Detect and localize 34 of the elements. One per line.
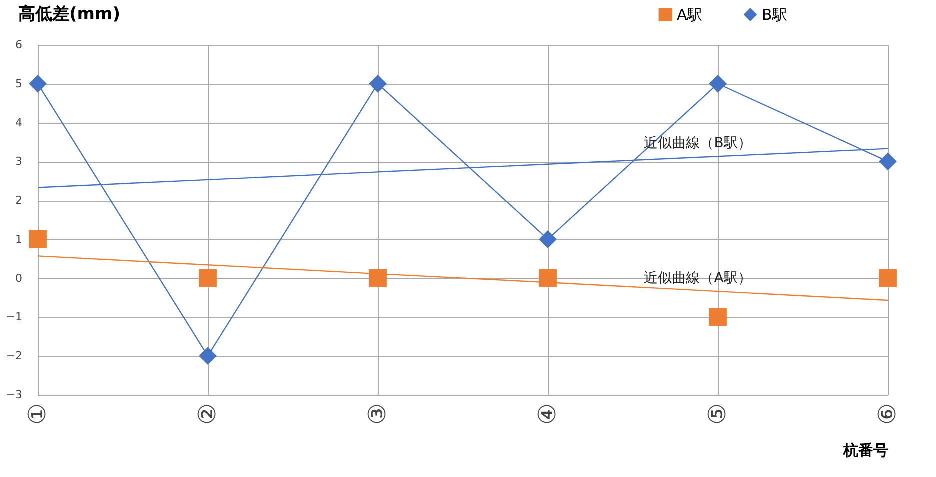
y-tick-label: 2 — [16, 194, 22, 208]
y-tick-label: −1 — [6, 310, 22, 324]
point — [879, 269, 897, 288]
y-tick-label: −3 — [6, 388, 22, 402]
line-series — [37, 256, 889, 302]
y-axis-title: 高低差(mm) — [18, 4, 120, 24]
y-tick-label: 0 — [16, 272, 22, 285]
x-tick-label: ② — [194, 404, 222, 426]
point — [29, 230, 47, 248]
y-tick-label: −2 — [6, 350, 22, 363]
legend-label: B駅 — [762, 6, 788, 24]
x-tick-label: ④ — [534, 404, 562, 426]
y-tick-label: 6 — [16, 38, 22, 52]
x-tick-label: ① — [24, 404, 52, 426]
point — [709, 308, 727, 326]
y-tick-label: 3 — [16, 155, 22, 168]
y-tick-label: 4 — [16, 116, 22, 130]
point — [879, 152, 897, 171]
point — [369, 74, 387, 93]
series-label: 近似曲線（A駅） — [644, 270, 752, 287]
x-tick-label: ⑥ — [874, 404, 902, 426]
point — [539, 230, 557, 248]
y-tick-label: 5 — [16, 77, 22, 90]
point — [29, 74, 47, 93]
legend-label: A駅 — [677, 6, 702, 24]
x-tick-label: ⑤ — [704, 404, 732, 426]
x-axis-title: 杭番号 — [842, 442, 888, 460]
y-tick-label: 1 — [16, 232, 22, 246]
x-tick-label: ③ — [364, 404, 392, 426]
point — [369, 269, 387, 288]
point — [199, 269, 217, 288]
point — [199, 347, 217, 366]
point — [709, 74, 727, 93]
point — [539, 269, 557, 288]
